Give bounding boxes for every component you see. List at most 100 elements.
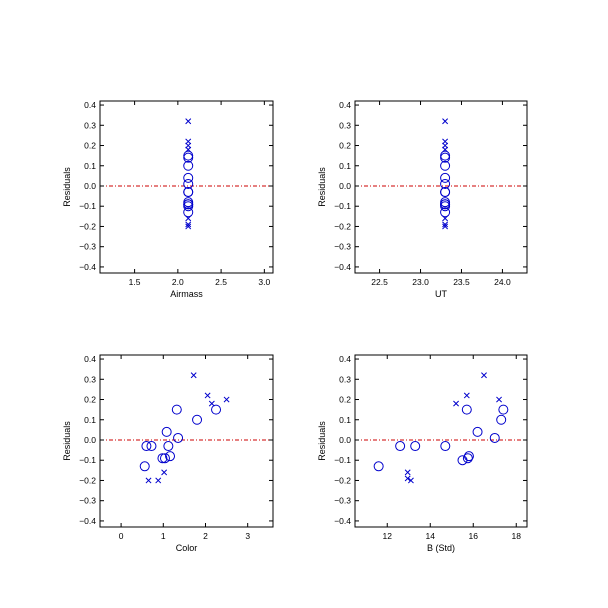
plot-frame — [354, 354, 528, 528]
y-tick-label: −0.1 — [79, 455, 96, 465]
cross-point — [404, 469, 411, 476]
y-axis-label: Residuals — [317, 167, 327, 207]
circle-point — [183, 201, 194, 212]
x-tick-label: 18 — [512, 531, 522, 541]
circle-point — [496, 414, 507, 425]
cross-point — [185, 118, 192, 125]
y-tick-label: 0.1 — [339, 161, 351, 171]
plot-frame — [99, 100, 274, 274]
y-tick-label: 0.0 — [339, 435, 351, 445]
circle-point — [165, 451, 176, 462]
cross-point — [442, 221, 449, 228]
y-tick-label: 0.4 — [339, 354, 351, 364]
circle-point — [373, 461, 384, 472]
cross-point — [442, 118, 449, 125]
y-tick-label: 0.2 — [84, 395, 96, 405]
circle-point — [183, 152, 194, 163]
y-tick-label: 0.0 — [84, 181, 96, 191]
circle-point — [461, 404, 472, 415]
y-tick-label: 0.2 — [339, 141, 351, 151]
y-tick-label: 0.1 — [84, 161, 96, 171]
circle-point — [173, 432, 184, 443]
circle-point — [161, 426, 172, 437]
y-tick-label: 0.3 — [84, 120, 96, 130]
y-tick-label: 0.0 — [84, 435, 96, 445]
circle-point — [183, 187, 194, 198]
x-tick-label: 2.5 — [215, 277, 227, 287]
circle-point — [440, 441, 451, 452]
cross-point — [496, 396, 503, 403]
y-tick-label: 0.3 — [339, 374, 351, 384]
y-tick-label: −0.4 — [79, 262, 96, 272]
y-tick-label: 0.3 — [84, 374, 96, 384]
y-tick-label: −0.4 — [334, 516, 351, 526]
y-tick-label: 0.4 — [339, 100, 351, 110]
x-axis-label: B (Std) — [427, 543, 455, 553]
circle-point — [440, 178, 451, 189]
y-tick-label: 0.1 — [84, 415, 96, 425]
circle-point — [440, 201, 451, 212]
circle-point — [489, 432, 500, 443]
circle-point — [440, 152, 451, 163]
circle-point — [211, 404, 222, 415]
circle-point — [163, 441, 174, 452]
cross-point — [208, 400, 215, 407]
circle-point — [159, 453, 170, 464]
y-tick-label: −0.2 — [334, 221, 351, 231]
circle-point — [440, 187, 451, 198]
cross-point — [145, 477, 152, 484]
x-tick-label: 14 — [426, 531, 436, 541]
chart-panel-1: 0.4 0.3 0.2 0.1 0.0 −0.1 −0.2 −0.3 −0.4 1.5 2.0 2.5… — [62, 100, 274, 299]
cross-point — [463, 392, 470, 399]
y-tick-label: −0.3 — [334, 242, 351, 252]
circle-point — [395, 441, 406, 452]
cross-point — [185, 223, 192, 230]
cross-point — [442, 223, 449, 230]
circle-point — [192, 414, 203, 425]
circle-point — [440, 160, 451, 171]
x-tick-label: 0 — [119, 531, 124, 541]
circle-point — [141, 441, 152, 452]
cross-point — [190, 372, 197, 379]
chart-panel-3: 0.4 0.3 0.2 0.1 0.0 −0.1 −0.2 −0.3 −0.4 0 1 2 3 Color… — [62, 354, 274, 553]
y-tick-label: −0.1 — [334, 201, 351, 211]
cross-point — [481, 372, 487, 379]
y-tick-label: −0.3 — [79, 496, 96, 506]
circle-point — [183, 172, 194, 183]
y-tick-label: −0.2 — [79, 221, 96, 231]
x-axis-label: UT — [435, 289, 447, 299]
y-tick-label: 0.3 — [339, 120, 351, 130]
circle-point — [463, 451, 474, 462]
y-tick-label: −0.3 — [79, 242, 96, 252]
x-tick-label: 22.5 — [371, 277, 388, 287]
circle-point — [139, 461, 150, 472]
cross-point — [161, 469, 168, 476]
circle-point — [183, 160, 194, 171]
y-tick-label: −0.1 — [79, 201, 96, 211]
x-tick-label: 23.5 — [453, 277, 470, 287]
circle-point — [146, 441, 157, 452]
x-tick-label: 23.0 — [412, 277, 429, 287]
y-tick-label: 0.4 — [84, 354, 96, 364]
x-tick-label: 12 — [383, 531, 393, 541]
cross-point — [223, 396, 230, 403]
y-axis-label: Residuals — [62, 421, 72, 461]
x-axis-label: Airmass — [170, 289, 203, 299]
cross-point — [155, 477, 162, 484]
cross-point — [185, 221, 192, 228]
plot-frame — [354, 100, 528, 274]
cross-point — [204, 392, 211, 399]
y-axis-label: Residuals — [317, 421, 327, 461]
circle-point — [440, 207, 451, 218]
circle-point — [472, 426, 483, 437]
cross-point — [442, 215, 449, 222]
cross-point — [185, 215, 192, 222]
circle-point — [183, 207, 194, 218]
x-tick-label: 3 — [245, 531, 250, 541]
x-tick-label: 2 — [203, 531, 208, 541]
y-tick-label: −0.3 — [334, 496, 351, 506]
x-tick-label: 1.5 — [129, 277, 141, 287]
cross-point — [185, 146, 192, 153]
y-tick-label: 0.4 — [84, 100, 96, 110]
